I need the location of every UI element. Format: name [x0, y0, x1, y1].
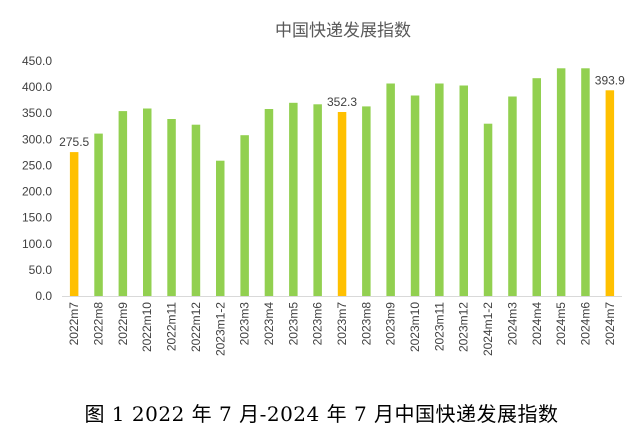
- bar-2024m3: [508, 96, 517, 296]
- bar-2023m11: [435, 83, 444, 296]
- bar-2023m4: [264, 109, 274, 296]
- y-tick-label: 0.0: [35, 289, 52, 303]
- data-label: 352.3: [327, 95, 357, 109]
- x-tick-label: 2023m9: [384, 302, 398, 346]
- y-tick-label: 300.0: [22, 132, 52, 146]
- bar-2024m6: [581, 68, 590, 296]
- x-tick-label: 2024m3: [505, 302, 519, 346]
- bar-2023m12: [459, 85, 468, 296]
- bar-2023m7: [337, 112, 347, 296]
- y-tick-label: 250.0: [22, 158, 52, 172]
- x-tick-label: 2022m9: [116, 302, 130, 346]
- figure-caption: 图 1 2022 年 7 月-2024 年 7 月中国快递发展指数: [84, 402, 559, 426]
- data-labels: 275.5 352.3 393.9: [59, 73, 625, 149]
- x-tick-label: 2023m7: [335, 302, 349, 346]
- bar-2023m5: [289, 102, 298, 296]
- y-tick-label: 450.0: [22, 54, 52, 68]
- x-tick-label: 2024m7: [603, 302, 617, 346]
- x-tick-label: 2023m11: [432, 302, 446, 351]
- y-tick-label: 200.0: [22, 185, 52, 199]
- bar-2023m10: [410, 95, 420, 296]
- x-tick-label: 2023m10: [408, 302, 422, 352]
- x-tick-label: 2024m4: [530, 302, 544, 346]
- x-tick-label: 2024m5: [554, 302, 568, 346]
- bar-2023m9: [386, 83, 395, 296]
- bar-2022m10: [143, 108, 152, 296]
- y-tick-label: 350.0: [22, 106, 52, 120]
- x-tick-label: 2022m7: [67, 302, 81, 346]
- x-tick-label: 2022m10: [140, 302, 154, 352]
- bar-2023m8: [362, 106, 371, 297]
- x-tick-label: 2023m5: [286, 302, 300, 346]
- y-tick-label: 100.0: [22, 237, 52, 251]
- bar-2024m1-2: [483, 123, 493, 296]
- bar-2023m1-2: [216, 160, 225, 296]
- x-tick-label: 2023m1-2: [213, 302, 227, 356]
- y-tick-label: 150.0: [22, 211, 52, 225]
- x-tick-label: 2022m11: [165, 302, 179, 351]
- x-tick-label: 2023m4: [262, 302, 276, 346]
- data-label: 275.5: [59, 135, 89, 149]
- bar-2024m4: [532, 78, 541, 296]
- express-index-chart: 中国快递发展指数 0.0 50.0 100.0 150.0 200.0 250.0 300.…: [22, 21, 625, 356]
- x-tick-label: 2023m12: [457, 302, 471, 352]
- data-label: 393.9: [595, 73, 625, 87]
- y-tick-label: 400.0: [22, 80, 52, 94]
- x-tick-label: 2023m8: [359, 302, 373, 346]
- bar-2023m6: [313, 104, 322, 296]
- bar-series: [69, 68, 615, 297]
- x-tick-label: 2022m12: [189, 302, 203, 352]
- y-axis: 0.0 50.0 100.0 150.0 200.0 250.0 300.0 350.0 400…: [22, 54, 52, 303]
- x-axis: 2022m7 2022m8 2022m9 2022m10 2022m11 2022m12 2…: [67, 302, 617, 356]
- bar-2022m8: [94, 133, 103, 296]
- bar-2022m7: [69, 152, 79, 296]
- bar-2022m12: [191, 124, 201, 296]
- x-tick-label: 2023m3: [238, 302, 252, 346]
- bar-2023m3: [240, 135, 249, 296]
- bar-2024m7: [605, 90, 615, 296]
- bar-2022m11: [167, 119, 176, 296]
- bar-2024m5: [556, 68, 566, 296]
- x-tick-label: 2022m8: [92, 302, 106, 346]
- x-tick-label: 2024m1-2: [481, 302, 495, 356]
- chart-title: 中国快递发展指数: [275, 21, 411, 41]
- y-tick-label: 50.0: [29, 263, 53, 277]
- x-tick-label: 2024m6: [579, 302, 593, 346]
- x-tick-label: 2023m6: [311, 302, 325, 346]
- bar-2022m9: [118, 111, 128, 296]
